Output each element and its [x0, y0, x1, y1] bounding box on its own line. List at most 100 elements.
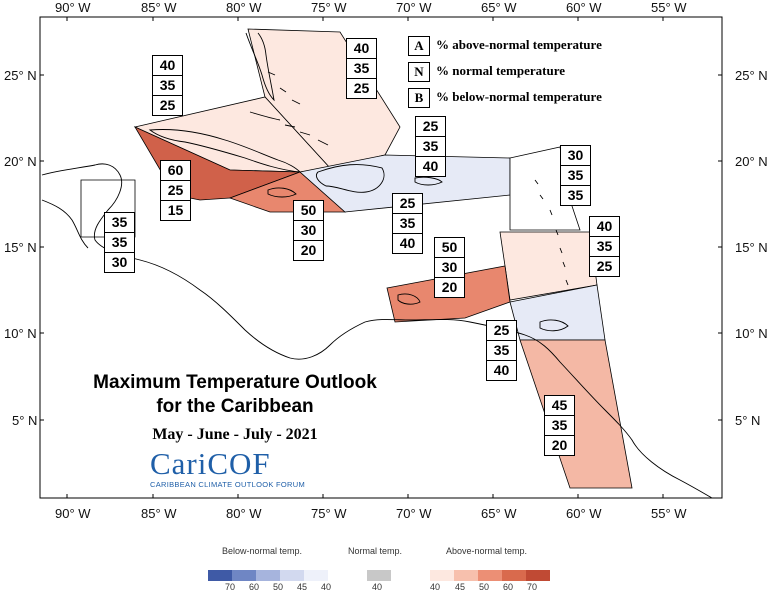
swatch-below-45: [280, 570, 304, 581]
prob-box-guianas: 45 35 20: [544, 395, 575, 456]
swatch-above-50: [478, 570, 502, 581]
prob-normal: 35: [393, 214, 422, 234]
prob-below: 40: [399, 235, 416, 251]
prob-above: 45: [545, 396, 574, 416]
lat-label-25n-left: 25° N: [4, 68, 37, 83]
colorbar-normal-title: Normal temp.: [348, 546, 403, 556]
prob-above: 25: [487, 321, 516, 341]
map-title-line2: for the Caribbean: [156, 396, 314, 417]
map-title: Maximum Temperature Outlook: [93, 372, 377, 393]
tick-above-60: 60: [503, 582, 514, 592]
prob-below: 40: [493, 362, 510, 378]
prob-below: 20: [441, 279, 458, 295]
prob-above: 50: [435, 238, 464, 258]
lon-label-70w-top: 70° W: [396, 0, 432, 15]
lon-label-75w-top: 75° W: [311, 0, 347, 15]
lon-label-85w-top: 85° W: [141, 0, 177, 15]
swatch-below-70: [208, 570, 232, 581]
colorbar-above-title: Above-normal temp.: [446, 546, 528, 556]
prob-normal: 30: [294, 221, 323, 241]
logo-wordmark: CariCOF: [150, 446, 271, 481]
tick-below-40: 40: [321, 582, 332, 592]
tick-below-45: 45: [297, 582, 308, 592]
lon-label-85w-bottom: 85° W: [141, 506, 177, 521]
lon-label-60w-top: 60° W: [566, 0, 602, 15]
lon-label-60w-bottom: 60° W: [566, 506, 602, 521]
prob-normal: 25: [161, 181, 190, 201]
prob-normal: 35: [416, 137, 445, 157]
caricof-logo: CariCOF CARIBBEAN CLIMATE OUTLOOK FORUM: [150, 446, 325, 489]
prob-box-cuba-north: 40 35 25: [152, 55, 183, 116]
prob-normal: 35: [347, 59, 376, 79]
legend-key-a: A: [408, 36, 430, 56]
lat-label-25n-right: 25° N: [735, 68, 768, 83]
prob-box-abc-islands: 50 30 20: [434, 237, 465, 298]
prob-above: 30: [561, 146, 590, 166]
prob-normal: 35: [153, 76, 182, 96]
prob-below: 40: [422, 158, 439, 174]
lat-label-5n-right: 5° N: [735, 413, 761, 428]
prob-box-bahamas-north: 40 35 25: [346, 38, 377, 99]
prob-below: 20: [300, 242, 317, 258]
lat-label-20n-left: 20° N: [4, 154, 37, 169]
prob-below: 25: [159, 97, 176, 113]
prob-normal: 35: [105, 233, 134, 253]
lat-label-10n-right: 10° N: [735, 326, 768, 341]
prob-above: 25: [393, 194, 422, 214]
swatch-above-70: [526, 570, 550, 581]
prob-box-belize: 35 35 30: [104, 212, 135, 273]
prob-normal: 35: [561, 166, 590, 186]
season-label: May - June - July - 2021: [152, 426, 318, 443]
swatch-above-40: [430, 570, 454, 581]
lon-label-75w-bottom: 75° W: [311, 506, 347, 521]
prob-normal: 35: [590, 237, 619, 257]
prob-above: 40: [153, 56, 182, 76]
lon-label-80w-top: 80° W: [226, 0, 262, 15]
lat-label-10n-left: 10° N: [4, 326, 37, 341]
coastlines: [41, 32, 713, 499]
prob-above: 25: [416, 117, 445, 137]
legend-text-normal: % normal temperature: [436, 62, 566, 78]
prob-above: 35: [105, 213, 134, 233]
prob-above: 40: [347, 39, 376, 59]
legend-text-below: % below-normal temperature: [436, 88, 602, 104]
tick-below-70: 70: [225, 582, 236, 592]
prob-above: 60: [161, 161, 190, 181]
prob-box-cuba-south: 60 25 15: [160, 160, 191, 221]
lon-label-70w-bottom: 70° W: [396, 506, 432, 521]
lat-label-20n-right: 20° N: [735, 154, 768, 169]
legend-normal: N % normal temperature: [408, 62, 565, 82]
legend-text-above: % above-normal temperature: [436, 36, 602, 52]
tick-above-40: 40: [430, 582, 441, 592]
lat-label-15n-left: 15° N: [4, 240, 37, 255]
prob-below: 25: [596, 258, 613, 274]
swatch-below-60: [232, 570, 256, 581]
prob-below: 30: [111, 254, 128, 270]
prob-above: 50: [294, 201, 323, 221]
swatch-below-40: [304, 570, 328, 581]
swatch-above-45: [454, 570, 478, 581]
tick-normal-40: 40: [372, 582, 383, 592]
tick-above-70: 70: [527, 582, 538, 592]
lon-label-65w-top: 65° W: [481, 0, 517, 15]
prob-below: 35: [567, 187, 584, 203]
prob-box-northern-leewards: 30 35 35: [560, 145, 591, 206]
swatch-below-50: [256, 570, 280, 581]
axis-ticks: [40, 17, 722, 498]
prob-below: 25: [353, 80, 370, 96]
prob-normal: 35: [487, 341, 516, 361]
prob-box-jamaica: 50 30 20: [293, 200, 324, 261]
tick-above-45: 45: [455, 582, 466, 592]
legend-key-n: N: [408, 62, 430, 82]
lon-label-55w-top: 55° W: [651, 0, 687, 15]
lat-label-15n-right: 15° N: [735, 240, 768, 255]
prob-normal: 30: [435, 258, 464, 278]
prob-below: 20: [551, 437, 568, 453]
tick-below-60: 60: [249, 582, 260, 592]
lon-label-65w-bottom: 65° W: [481, 506, 517, 521]
lon-label-90w-top: 90° W: [55, 0, 91, 15]
prob-box-hispaniola-north: 25 35 40: [415, 116, 446, 177]
logo-subtitle: CARIBBEAN CLIMATE OUTLOOK FORUM: [150, 480, 306, 489]
legend-below: B % below-normal temperature: [408, 88, 602, 108]
lon-label-90w-bottom: 90° W: [55, 506, 91, 521]
